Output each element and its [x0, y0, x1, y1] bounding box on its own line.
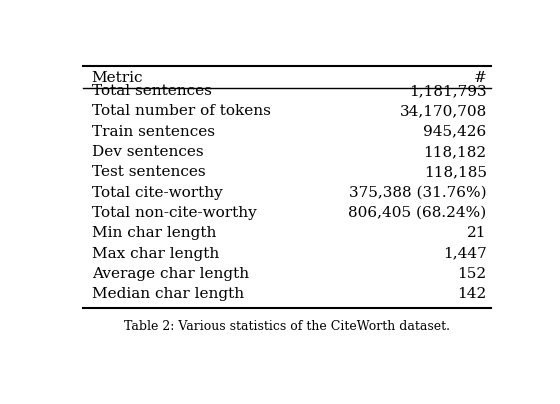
Text: Median char length: Median char length [92, 287, 244, 301]
Text: 152: 152 [458, 267, 487, 281]
Text: 806,405 (68.24%): 806,405 (68.24%) [348, 206, 487, 220]
Text: Total sentences: Total sentences [92, 84, 212, 98]
Text: 142: 142 [458, 287, 487, 301]
Text: #: # [474, 71, 487, 85]
Text: 118,182: 118,182 [423, 145, 487, 159]
Text: 34,170,708: 34,170,708 [399, 104, 487, 118]
Text: 118,185: 118,185 [423, 165, 487, 179]
Text: Total number of tokens: Total number of tokens [92, 104, 270, 118]
Text: Train sentences: Train sentences [92, 124, 214, 139]
Text: Total cite-worthy: Total cite-worthy [92, 185, 222, 200]
Text: Metric: Metric [92, 71, 143, 85]
Text: Table 2: Various statistics of the CiteWorth dataset.: Table 2: Various statistics of the CiteW… [124, 320, 450, 333]
Text: Min char length: Min char length [92, 226, 216, 240]
Text: Test sentences: Test sentences [92, 165, 206, 179]
Text: Dev sentences: Dev sentences [92, 145, 203, 159]
Text: Total non-cite-worthy: Total non-cite-worthy [92, 206, 256, 220]
Text: 945,426: 945,426 [423, 124, 487, 139]
Text: Average char length: Average char length [92, 267, 249, 281]
Text: 21: 21 [467, 226, 487, 240]
Text: Max char length: Max char length [92, 246, 219, 261]
Text: 1,181,793: 1,181,793 [409, 84, 487, 98]
Text: 1,447: 1,447 [443, 246, 487, 261]
Text: 375,388 (31.76%): 375,388 (31.76%) [349, 185, 487, 200]
